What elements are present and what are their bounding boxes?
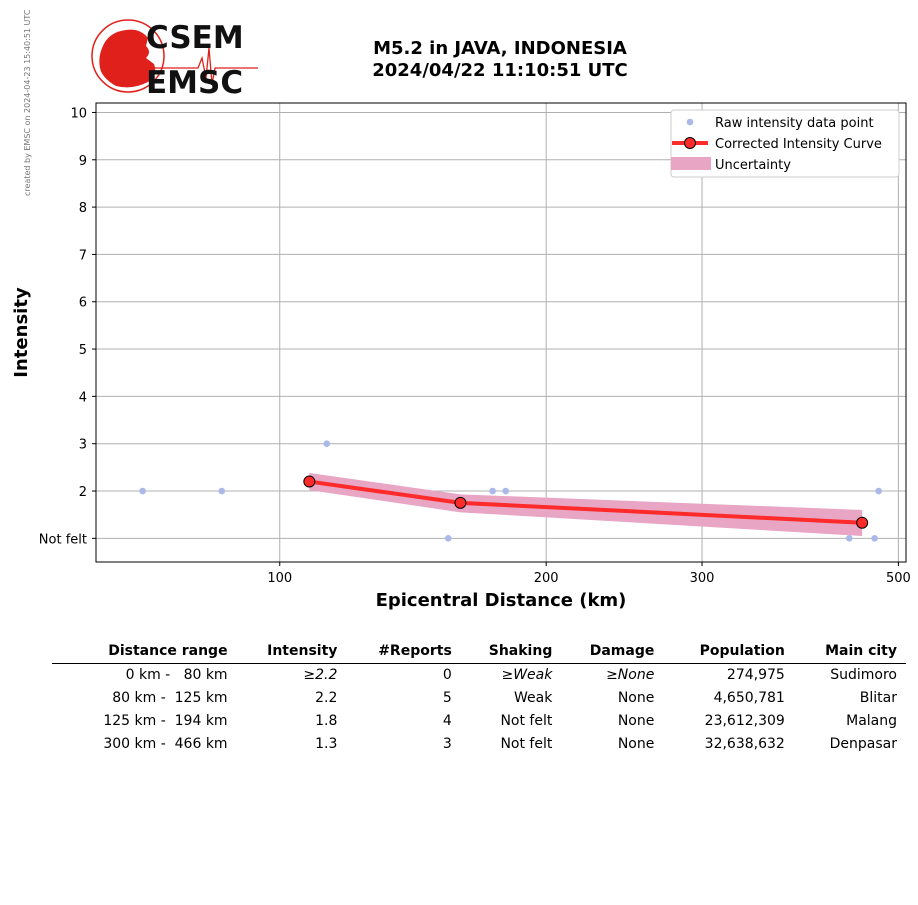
legend-label: Corrected Intensity Curve xyxy=(715,137,882,152)
y-tick-label: 9 xyxy=(79,154,87,169)
table-cell: 1.8 xyxy=(315,713,338,729)
y-tick-label: 2 xyxy=(79,485,87,500)
table-cell: 80 km - 125 km xyxy=(112,690,228,706)
x-axis-label: Epicentral Distance (km) xyxy=(376,590,627,611)
table-cell: Denpasar xyxy=(829,736,897,752)
table-row: 0 km - 80 km ≥2.2 0 ≥Weak ≥None 274,975 Sudimo… xyxy=(52,664,906,688)
intensity-chart: Not felt 2 3 4 5 6 7 8 9 10 100 200 300 500 Epicentral… xyxy=(11,102,911,611)
raw-data-point xyxy=(489,487,496,495)
table-cell: ≥2.2 xyxy=(303,667,338,683)
table-cell: 1.3 xyxy=(315,736,338,752)
table-header-cell: Main city xyxy=(793,640,906,664)
y-tick-label: 6 xyxy=(79,296,87,311)
raw-data-point xyxy=(875,487,882,495)
legend: Raw intensity data point Corrected Intens… xyxy=(670,109,900,178)
raw-data-point xyxy=(323,440,331,448)
table-row: 80 km - 125 km 2.2 5 Weak None 4,650,781 Blita… xyxy=(52,687,906,710)
y-tick-label: 10 xyxy=(70,106,87,121)
uncertainty-band xyxy=(309,473,863,536)
y-tick-label: Not felt xyxy=(39,532,87,547)
table-row: 125 km - 194 km 1.8 4 Not felt None 23,612,30… xyxy=(52,710,906,733)
x-tick-label: 200 xyxy=(534,571,559,586)
logo-continents xyxy=(99,29,156,88)
table-cell: ≥Weak xyxy=(501,667,553,683)
table-body: 0 km - 80 km ≥2.2 0 ≥Weak ≥None 274,975 Sudimo… xyxy=(52,664,906,757)
emsc-logo: CSEM EMSC xyxy=(91,19,258,100)
raw-data-point xyxy=(845,535,853,542)
table-cell: Not felt xyxy=(500,713,553,729)
x-tick-label: 500 xyxy=(886,571,911,586)
table-header-cell: Damage xyxy=(561,640,664,664)
table-cell: 300 km - 466 km xyxy=(103,736,228,752)
legend-box xyxy=(670,109,900,178)
x-tick-label: 100 xyxy=(267,571,292,586)
table-header-cell: #Reports xyxy=(346,640,461,664)
table-header-cell: Intensity xyxy=(236,640,347,664)
corrected-curve-point xyxy=(856,516,869,529)
table-cell: 23,612,309 xyxy=(704,713,785,729)
legend-curve-marker xyxy=(684,137,696,149)
table-cell: 4,650,781 xyxy=(713,690,785,706)
y-tick-label: 8 xyxy=(79,201,87,216)
table-cell: Not felt xyxy=(500,736,553,752)
table-header-cell: Population xyxy=(663,640,794,664)
logo-globe xyxy=(91,19,165,93)
table-cell: Blitar xyxy=(859,690,897,706)
logo-csem: CSEM xyxy=(146,20,244,56)
table-cell: None xyxy=(617,713,655,729)
table-cell: None xyxy=(617,736,655,752)
chart-title: M5.2 in JAVA, INDONESIA 2024/04/22 11:10… xyxy=(300,38,700,82)
raw-data-point xyxy=(444,535,452,542)
logo-emsc: EMSC xyxy=(146,65,243,100)
table-cell: Weak xyxy=(514,690,553,706)
table-cell: Malang xyxy=(846,713,897,729)
title-line-event: M5.2 in JAVA, INDONESIA xyxy=(373,38,627,59)
y-tick-label: 7 xyxy=(79,248,87,263)
table-header-cell: Shaking xyxy=(460,640,562,664)
raw-data-point xyxy=(139,487,146,495)
raw-data-point xyxy=(218,487,226,495)
table-cell: 4 xyxy=(442,713,452,729)
legend-label: Raw intensity data point xyxy=(715,116,874,131)
legend-label: Uncertainty xyxy=(715,158,791,173)
table-header-cell: Distance range xyxy=(52,640,237,664)
legend-raw-marker xyxy=(686,118,694,126)
intensity-table: Distance range Intensity #Reports Shaking Da… xyxy=(52,640,906,756)
table-cell: ≥None xyxy=(606,667,655,683)
plot-frame xyxy=(95,102,907,563)
raw-data-point xyxy=(502,487,509,495)
table-cell: 32,638,632 xyxy=(704,736,785,752)
table-cell: None xyxy=(617,690,655,706)
table-cell: 2.2 xyxy=(315,690,338,706)
title-line-time: 2024/04/22 11:10:51 UTC xyxy=(372,60,628,81)
table-cell: 125 km - 194 km xyxy=(103,713,228,729)
table-cell: 274,975 xyxy=(726,667,785,683)
legend-uncertainty-swatch xyxy=(671,157,711,170)
logo-seismogram xyxy=(152,47,258,85)
y-tick-label: 4 xyxy=(79,390,87,405)
table-cell: 0 km - 80 km xyxy=(125,667,228,683)
table-cell: 0 xyxy=(442,667,452,683)
table-header-row: Distance range Intensity #Reports Shaking Da… xyxy=(52,640,906,664)
table-cell: Sudimoro xyxy=(830,667,897,683)
table-cell: 3 xyxy=(442,736,452,752)
y-tick-label: 3 xyxy=(79,438,87,453)
y-axis-label: Intensity xyxy=(11,287,32,378)
table-cell: 5 xyxy=(442,690,452,706)
x-tick-label: 300 xyxy=(690,571,715,586)
raw-data-point xyxy=(871,535,878,542)
corrected-curve-point xyxy=(303,475,316,488)
y-tick-label: 5 xyxy=(79,343,87,358)
corrected-curve-point xyxy=(454,496,467,509)
table-row: 300 km - 466 km 1.3 3 Not felt None 32,638,63… xyxy=(52,733,906,756)
